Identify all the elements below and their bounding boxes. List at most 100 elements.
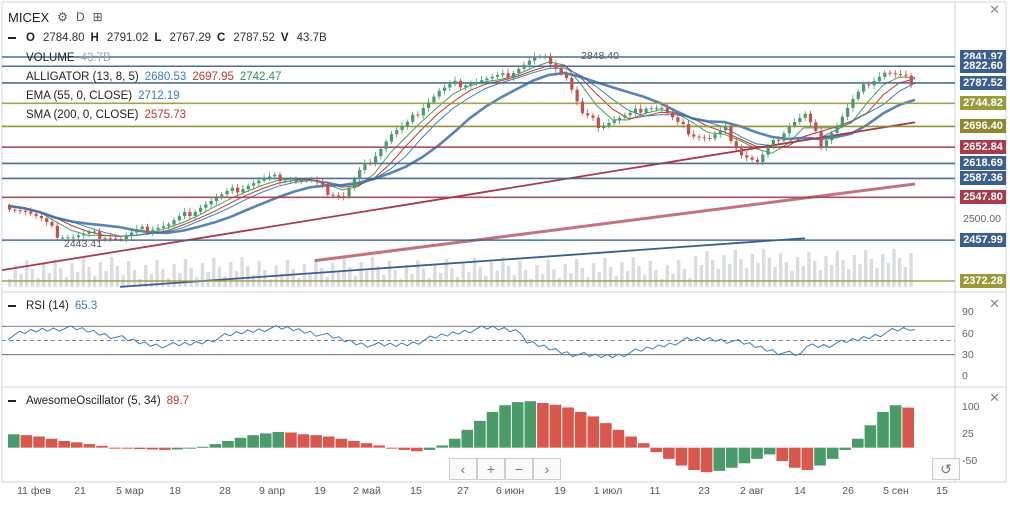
candle-body	[129, 232, 134, 236]
volume-bar	[359, 262, 363, 287]
indicator-alligator[interactable]: ALLIGATOR (13, 8, 5) 2680.53 2697.95 274…	[26, 71, 281, 83]
rsi-label: RSI (14)	[26, 300, 69, 312]
candle-body	[814, 122, 818, 131]
candle-body	[893, 73, 897, 75]
volume-bar	[257, 261, 261, 287]
price-tag[interactable]: 2457.99	[960, 233, 1006, 248]
candle-body	[538, 56, 542, 58]
volume-bar	[897, 258, 902, 287]
ao-bar	[474, 420, 486, 448]
volume-bar	[529, 279, 533, 287]
zoom-out-button[interactable]: −	[505, 458, 533, 480]
rsi-collapse-icon[interactable]	[8, 305, 16, 307]
compare-icon[interactable]: ⊞	[92, 10, 103, 24]
scroll-left-button[interactable]: ‹	[449, 458, 477, 480]
collapse-dash-icon[interactable]	[8, 37, 16, 39]
volume-bar	[773, 267, 777, 287]
volume-bar	[637, 266, 641, 287]
volume-bar	[217, 267, 222, 287]
reset-view-button[interactable]: ↺	[932, 458, 960, 480]
volume-bar	[648, 261, 652, 287]
ao-bar	[486, 411, 499, 448]
price-tag[interactable]: 2652.84	[960, 140, 1006, 155]
ao-bar	[763, 447, 776, 455]
ao-bar	[184, 447, 196, 449]
volume-bar	[739, 259, 743, 287]
candle-body	[649, 108, 653, 110]
price-tag[interactable]: 2372.28	[960, 274, 1006, 288]
candle-body	[230, 187, 234, 191]
candle-body	[103, 238, 107, 240]
candle-body	[310, 180, 314, 182]
candle-body	[172, 220, 176, 225]
ao-bar	[121, 447, 133, 449]
ao-bar	[738, 447, 751, 464]
rsi-tick-60: 60	[962, 328, 974, 340]
indicator-volume[interactable]: VOLUME 43.7B	[26, 52, 111, 64]
price-tag[interactable]: 2587.36	[960, 171, 1006, 186]
volume-bar	[676, 260, 681, 287]
volume-bar	[336, 272, 341, 287]
candle-body	[193, 211, 197, 216]
candle-body	[490, 76, 494, 79]
price-tag[interactable]: 2696.40	[960, 119, 1006, 134]
volume-bar	[110, 257, 114, 287]
volume-bar	[399, 279, 403, 287]
candle-body	[71, 237, 75, 239]
symbol-name[interactable]: MICEX	[8, 9, 50, 25]
gear-icon[interactable]: ⚙	[57, 10, 68, 24]
candle-body	[395, 130, 399, 135]
candle-body	[352, 178, 356, 188]
ao-tick-neg50: -50	[962, 455, 978, 467]
candle-body	[61, 237, 65, 239]
candle-body	[745, 155, 749, 158]
candle-body	[289, 180, 293, 182]
candle-body	[427, 102, 431, 109]
candle-body	[39, 215, 44, 219]
volume-bar	[268, 279, 273, 287]
volume-bar	[246, 266, 250, 287]
indicator-ema[interactable]: EMA (55, 0, CLOSE) 2712.19	[26, 90, 180, 102]
candle-body	[501, 73, 505, 75]
scroll-right-button[interactable]: ›	[533, 458, 561, 480]
zoom-in-button[interactable]: +	[477, 458, 505, 480]
volume-bar	[467, 272, 471, 287]
ao-bar	[549, 404, 562, 448]
interval-label[interactable]: D	[75, 10, 85, 24]
x-axis-label: 18	[169, 485, 181, 497]
ema-line	[7, 71, 916, 235]
price-tag[interactable]: 2744.82	[960, 96, 1006, 111]
volume-bar	[59, 268, 63, 287]
candle-body	[628, 112, 632, 116]
volume-bar	[631, 257, 635, 287]
rsi-pane-header[interactable]: RSI (14) 65.3	[8, 300, 97, 312]
close-icon[interactable]: ✕	[989, 2, 1000, 17]
candle-body	[840, 116, 844, 126]
ao-bar	[159, 447, 171, 450]
candle-body	[135, 229, 139, 233]
alligator-lips-line	[7, 61, 916, 237]
x-axis-label: 23	[698, 485, 710, 497]
price-tag[interactable]: 2787.52	[960, 75, 1006, 90]
ao-bar	[751, 447, 763, 459]
x-axis-label: 21	[74, 485, 86, 497]
volume-indicator-label: VOLUME	[26, 52, 75, 64]
price-tag[interactable]: 2618.69	[960, 156, 1006, 171]
x-axis-label: 15	[410, 485, 422, 497]
volume-bar	[308, 273, 312, 287]
indicator-sma[interactable]: SMA (200, 0, CLOSE) 2575.73	[26, 109, 186, 121]
ao-pane-header[interactable]: AwesomeOscillator (5, 34) 89.7	[8, 395, 189, 407]
volume-bar	[722, 255, 726, 287]
ao-close-icon[interactable]: ✕	[989, 390, 1000, 405]
candle-body	[724, 126, 728, 131]
ao-collapse-icon[interactable]	[8, 400, 16, 402]
price-tag[interactable]: 2547.80	[960, 190, 1006, 205]
candle-body	[485, 78, 489, 81]
candle-body	[633, 108, 638, 113]
candle-body	[305, 180, 309, 182]
ao-bar	[411, 447, 423, 452]
candle-body	[639, 108, 643, 113]
rsi-close-icon[interactable]: ✕	[989, 296, 1000, 311]
price-tag[interactable]: 2822.60	[960, 59, 1006, 74]
